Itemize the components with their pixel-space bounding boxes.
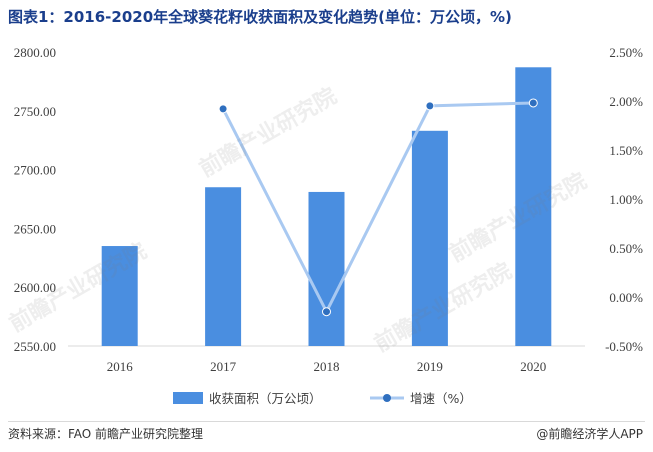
x-tick-label: 2017 (210, 359, 237, 374)
footer-divider (8, 421, 645, 422)
y-right-tick-label: -0.50% (605, 339, 643, 354)
growth-point (322, 307, 331, 317)
y-left-tick-label: 2800.00 (14, 45, 56, 60)
y-left-tick-label: 2550.00 (14, 339, 56, 354)
legend-line-label: 增速（%） (410, 391, 472, 406)
y-right-tick-label: 1.00% (609, 192, 643, 207)
x-tick-label: 2016 (107, 359, 134, 374)
x-tick-label: 2018 (314, 359, 340, 374)
y-right-tick-label: 1.50% (609, 143, 643, 158)
legend-bar-label: 收获面积（万公顷） (209, 391, 322, 406)
growth-line (221, 101, 534, 314)
y-left-tick-label: 2700.00 (14, 163, 56, 178)
bar (101, 246, 138, 346)
y-left-tick-label: 2650.00 (14, 221, 56, 236)
legend-bar-swatch (173, 392, 203, 404)
chart-title: 图表1：2016-2020年全球葵花籽收获面积及变化趋势(单位：万公顷，%) (8, 8, 512, 26)
y-right-tick-label: 0.50% (609, 241, 643, 256)
brand-credit: @前瞻经济学人APP (536, 425, 643, 442)
y-left-tick-label: 2600.00 (14, 280, 56, 295)
growth-point (528, 98, 538, 108)
legend-line-marker (383, 394, 391, 402)
growth-point (218, 104, 228, 114)
bar (515, 67, 552, 347)
x-tick-label: 2019 (417, 359, 443, 374)
y-right-tick-label: 2.50% (609, 45, 643, 60)
x-tick-label: 2020 (520, 359, 546, 374)
y-right-tick-label: 0.00% (609, 290, 643, 305)
source-note: 资料来源：FAO 前瞻产业研究院整理 (8, 427, 204, 441)
bar (205, 187, 242, 346)
y-right-tick-label: 2.00% (609, 94, 643, 109)
y-left-tick-label: 2750.00 (14, 104, 56, 119)
brand-text: @前瞻经济学人APP (536, 427, 643, 441)
bar (411, 130, 448, 346)
bar (308, 191, 345, 346)
growth-point (425, 101, 435, 111)
